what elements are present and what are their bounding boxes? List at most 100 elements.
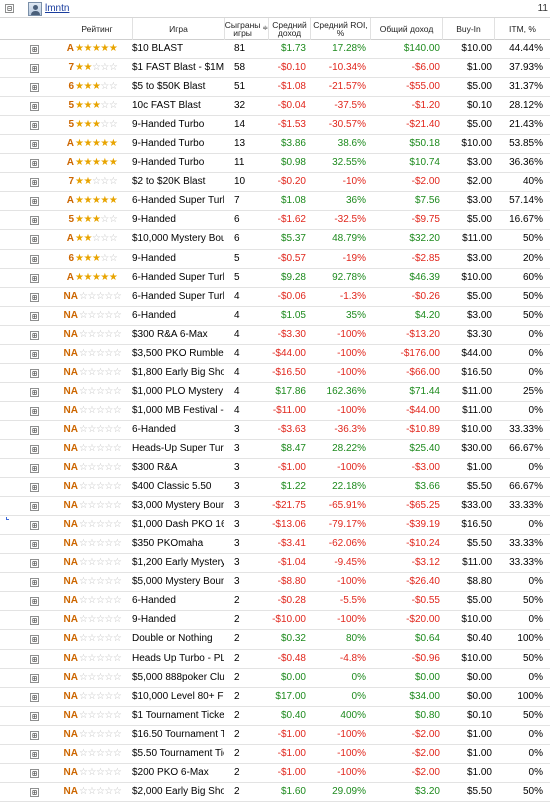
- expand-row-icon[interactable]: ⊞: [30, 578, 39, 588]
- table-row[interactable]: ⊞7★★☆☆☆$1 FAST Blast - $1M Tc58-$0.10-10…: [0, 59, 550, 79]
- expand-row-icon[interactable]: ⊞: [30, 692, 39, 702]
- column-header-total-income[interactable]: Общий доход: [370, 18, 442, 40]
- expand-row-icon[interactable]: ⊞: [30, 235, 39, 245]
- table-row[interactable]: ⊞A★★☆☆☆$10,000 Mystery Bounty6$5.3748.79…: [0, 230, 550, 250]
- expand-row-icon[interactable]: ⊞: [30, 197, 39, 207]
- expand-row-icon[interactable]: ⊞: [30, 425, 39, 435]
- expand-row-icon[interactable]: ⊞: [30, 540, 39, 550]
- expand-row-icon[interactable]: ⊞: [30, 730, 39, 740]
- avg-roi: -19%: [342, 252, 366, 264]
- expand-row-icon[interactable]: ⊞: [30, 64, 39, 74]
- expand-row-icon[interactable]: ⊞: [30, 464, 39, 474]
- expand-row-icon[interactable]: ⊞: [30, 102, 39, 112]
- table-row[interactable]: ⊞NA☆☆☆☆☆$1,000 MB Festival - PL4-$11.00-…: [0, 402, 550, 421]
- table-row[interactable]: ⊞NA☆☆☆☆☆$1,800 Early Big Shot 14-$16.50-…: [0, 364, 550, 383]
- table-row[interactable]: ⊞ 7★★☆☆☆ $2 to $20K Blast 10 -$0.20 -10% -$2.0…: [0, 173, 550, 193]
- expand-row-icon[interactable]: ⊞: [30, 654, 39, 664]
- table-row[interactable]: ⊞NA☆☆☆☆☆$2,000 Early Big Shot 52$1.6029.…: [0, 783, 550, 802]
- table-row[interactable]: ⊞NA☆☆☆☆☆$1,200 Early Mystery Bo3-$1.04-9…: [0, 554, 550, 574]
- expand-row-icon[interactable]: ⊞: [30, 45, 39, 54]
- table-row[interactable]: ⊞NA☆☆☆☆☆$16.50 Tournament Tick2-$1.00-10…: [0, 726, 550, 745]
- table-row[interactable]: ⊞ 5★★★☆☆ 9-Handed Turbo 14 -$1.53 -30.57% -$21…: [0, 116, 550, 136]
- table-row[interactable]: ⊞ NA☆☆☆☆☆ $200 PKO 6-Max 2 -$1.00 -100% -$2.00…: [0, 764, 550, 783]
- table-row[interactable]: ⊞NA☆☆☆☆☆$1,000 PLO Mystery Bo4$17.86162.…: [0, 383, 550, 402]
- table-row[interactable]: ⊞ 5★★★☆☆ 9-Handed 6 -$1.62 -32.5% -$9.75 $5.00 1…: [0, 211, 550, 231]
- table-row[interactable]: ⊞NA☆☆☆☆☆$1,000 Dash PKO 16.503-$13.06-79…: [0, 516, 550, 536]
- expand-row-icon[interactable]: ⊞: [30, 178, 39, 188]
- expand-row-icon[interactable]: ⊞: [30, 768, 39, 778]
- table-row[interactable]: ⊞NA☆☆☆☆☆$5,000 Mystery Bounty3-$8.80-100…: [0, 573, 550, 593]
- itm-percent: 66.67%: [509, 442, 543, 454]
- table-row[interactable]: ⊞NA☆☆☆☆☆$5.50 Tournament Ticke2-$1.00-10…: [0, 745, 550, 764]
- expand-row-icon[interactable]: ⊞: [30, 368, 39, 378]
- table-row[interactable]: ⊞ 6★★★☆☆ $5 to $50K Blast 51 -$1.08 -21.57% -$…: [0, 78, 550, 98]
- column-header-avg-income[interactable]: Средний доход: [268, 18, 310, 40]
- table-row[interactable]: ⊞ 5★★★☆☆ 10c FAST Blast 32 -$0.04 -37.5% -$1.2…: [0, 97, 550, 117]
- table-row[interactable]: ⊞ NA☆☆☆☆☆ $1 Tournament Ticket -2 $0.40 400%…: [0, 707, 550, 726]
- table-row[interactable]: ⊞ 6★★★☆☆ 9-Handed 5 -$0.57 -19% -$2.85 $3.00 20%: [0, 250, 550, 269]
- expand-row-icon[interactable]: ⊞: [30, 83, 39, 93]
- table-row[interactable]: ⊞ A★★★★★ 6-Handed Super Turbo 5 $9.28 92.78% $…: [0, 269, 550, 288]
- column-header-rating[interactable]: Рейтинг: [81, 23, 113, 34]
- table-row[interactable]: ⊞ NA☆☆☆☆☆ 9-Handed 2 -$10.00 -100% -$20.00 $10.…: [0, 611, 550, 631]
- expand-row-icon[interactable]: ⊞: [30, 292, 39, 302]
- buy-in: $5.00: [466, 214, 492, 226]
- collapse-group-icon[interactable]: ⊟: [5, 4, 14, 13]
- expand-row-icon[interactable]: ⊞: [30, 502, 39, 512]
- expand-row-icon[interactable]: ⊞: [30, 140, 39, 150]
- table-row[interactable]: ⊞NA☆☆☆☆☆$3,000 Mystery Bounty3-$21.75-65…: [0, 497, 550, 517]
- itm-percent: 37.93%: [509, 62, 543, 74]
- table-row[interactable]: ⊞ A★★★★★ 9-Handed Turbo 11 $0.98 32.55% $10.74…: [0, 154, 550, 174]
- expand-row-icon[interactable]: ⊞: [30, 311, 39, 321]
- expand-row-icon[interactable]: ⊞: [30, 787, 39, 797]
- expand-row-icon[interactable]: ⊞: [30, 444, 39, 454]
- expand-row-icon[interactable]: ⊞: [30, 254, 39, 264]
- table-row[interactable]: ⊞ NA☆☆☆☆☆ Heads Up Turbo - PLO 2 -$0.48 -4.8%…: [0, 650, 550, 669]
- expand-row-icon[interactable]: ⊞: [30, 673, 39, 683]
- column-header-buyin[interactable]: Buy-In: [442, 18, 494, 40]
- table-row[interactable]: ⊞ NA☆☆☆☆☆ 6-Handed Super Turbo 4 -$0.06 -1.3%…: [0, 288, 550, 307]
- table-row[interactable]: ⊞ NA☆☆☆☆☆ Double or Nothing 2 $0.32 80% $0.64 $…: [0, 630, 550, 650]
- expand-row-icon[interactable]: ⊞: [30, 521, 39, 531]
- table-row[interactable]: ⊞ NA☆☆☆☆☆ $350 PKOmaha 3 -$3.41 -62.06% -$10.2…: [0, 535, 550, 555]
- expand-row-icon[interactable]: ⊞: [30, 273, 39, 283]
- player-name-link[interactable]: lmntn: [45, 3, 70, 14]
- player-group-row[interactable]: ⊟ lmntn 11: [0, 0, 550, 18]
- column-header-avg-roi[interactable]: Средний ROI, %: [310, 18, 370, 40]
- table-row[interactable]: ⊞NA☆☆☆☆☆Heads-Up Super Turbo3$8.4728.22%…: [0, 440, 550, 460]
- table-row[interactable]: ⊞ NA☆☆☆☆☆ $300 R&A 3 -$1.00 -100% -$3.00 $1.00 0…: [0, 459, 550, 479]
- expand-row-icon[interactable]: ⊞: [30, 711, 39, 721]
- table-row[interactable]: ⊞ NA☆☆☆☆☆ 6-Handed 3 -$3.63 -36.3% -$10.89 $10.…: [0, 421, 550, 440]
- expand-row-icon[interactable]: ⊞: [30, 330, 39, 340]
- table-row[interactable]: ⊞ A★★★★★ 6-Handed Super Turbo 7 $1.08 36% $7.5…: [0, 192, 550, 212]
- expand-row-icon[interactable]: ⊞: [30, 597, 39, 607]
- star-empty-icon: ☆: [104, 785, 113, 797]
- expand-row-icon[interactable]: ⊞: [30, 159, 39, 169]
- table-row[interactable]: ⊞NA☆☆☆☆☆$5,000 888poker Club A2$0.000%$0…: [0, 669, 550, 688]
- expand-row-icon[interactable]: ⊞: [30, 749, 39, 759]
- table-row[interactable]: ⊞ NA☆☆☆☆☆ 6-Handed 2 -$0.28 -5.5% -$0.55 $5.00 5…: [0, 592, 550, 612]
- total-income: $140.00: [403, 43, 440, 54]
- table-row[interactable]: ⊞ NA☆☆☆☆☆ 6-Handed 4 $1.05 35% $4.20 $3.00 50%: [0, 307, 550, 326]
- table-row[interactable]: ⊞ A★★★★★ $10 BLAST 81 $1.73 17.28% $140.00 $10.…: [0, 40, 550, 60]
- table-row[interactable]: ⊞NA☆☆☆☆☆$3,500 PKO Rumble 444-$44.00-100…: [0, 345, 550, 364]
- expand-row-icon[interactable]: ⊞: [30, 616, 39, 626]
- column-header-game[interactable]: Игра: [132, 18, 224, 40]
- games-played: 10: [234, 176, 246, 188]
- expand-row-icon[interactable]: ⊞: [30, 483, 39, 493]
- expand-row-icon[interactable]: ⊞: [30, 559, 39, 569]
- expand-row-icon[interactable]: ⊞: [30, 121, 39, 131]
- expand-row-icon[interactable]: ⊞: [30, 635, 39, 645]
- star-filled-icon: ★: [108, 157, 118, 169]
- column-header-itm[interactable]: ITM, %: [494, 18, 550, 40]
- table-row[interactable]: ⊞ NA☆☆☆☆☆ $400 Classic 5.50 3 $1.22 22.18% $3.…: [0, 478, 550, 498]
- table-row[interactable]: ⊞ A★★★★★ 9-Handed Turbo 13 $3.86 38.6% $50.18 $…: [0, 135, 550, 155]
- expand-row-icon[interactable]: ⊞: [30, 387, 39, 397]
- expand-row-icon[interactable]: ⊞: [30, 406, 39, 416]
- itm-percent: 100%: [517, 690, 543, 702]
- table-row[interactable]: ⊞NA☆☆☆☆☆$10,000 Level 80+ Free2$17.000%$…: [0, 688, 550, 707]
- expand-row-icon[interactable]: ⊞: [30, 349, 39, 359]
- table-row[interactable]: ⊞ NA☆☆☆☆☆ $300 R&A 6-Max 4 -$3.30 -100% -$13.2…: [0, 326, 550, 345]
- expand-row-icon[interactable]: ⊞: [30, 216, 39, 226]
- column-header-played[interactable]: Сыграны игры ≑: [224, 18, 269, 40]
